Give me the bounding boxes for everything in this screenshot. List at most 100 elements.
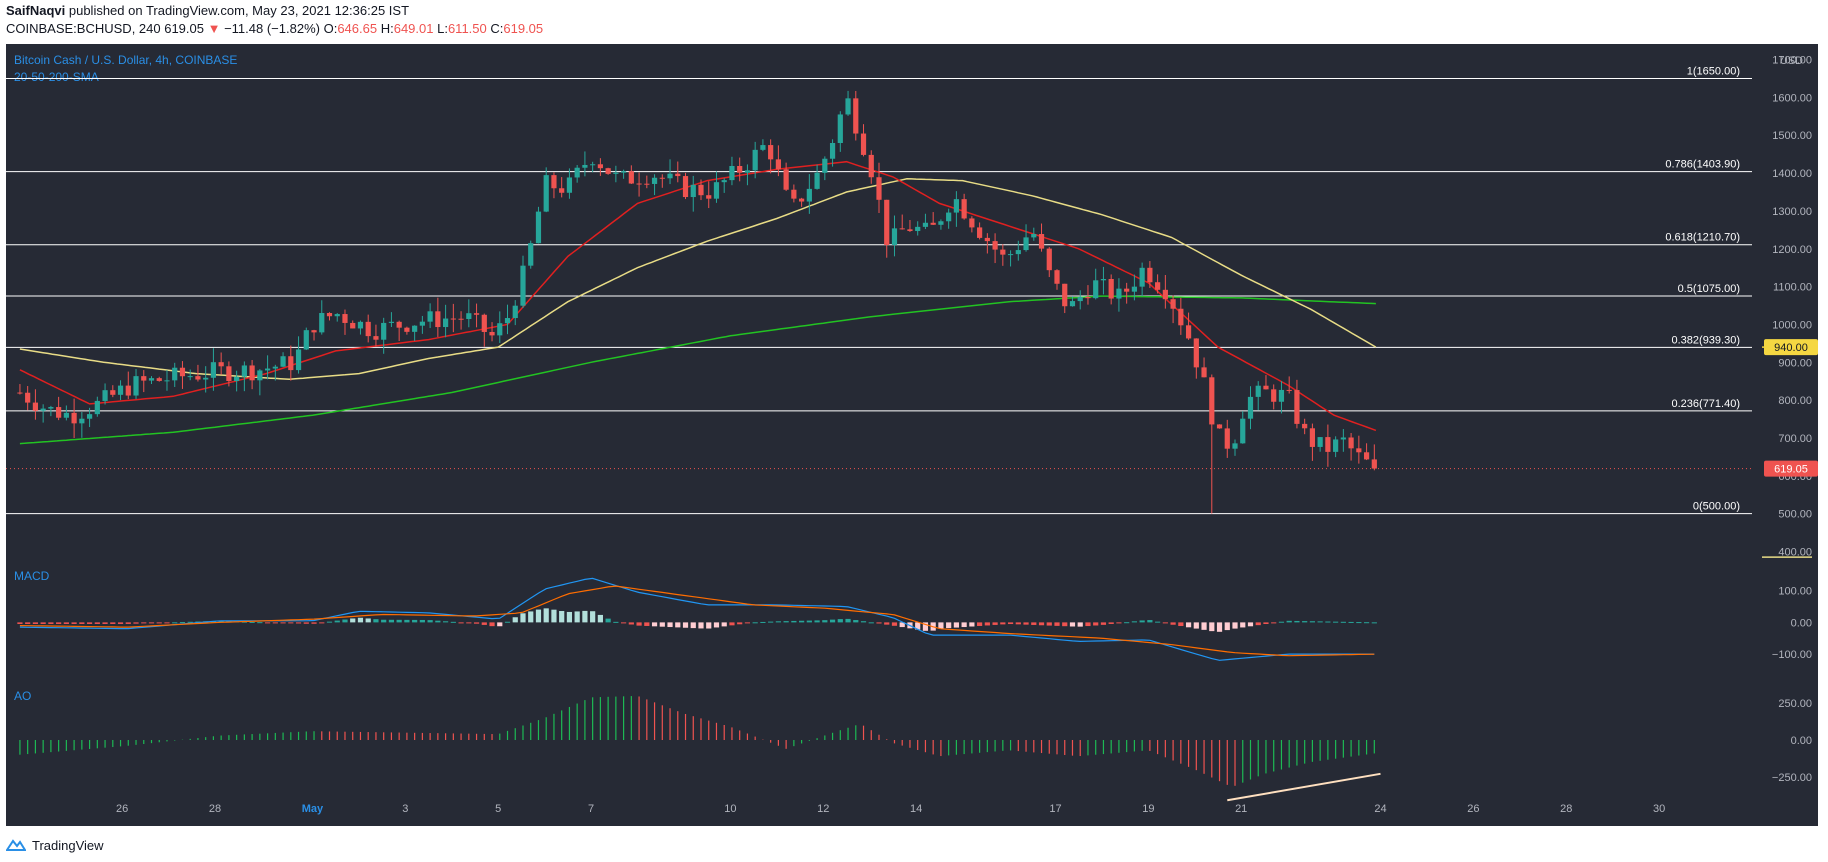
- macd-histogram-bar: [1309, 621, 1316, 623]
- candle-body: [551, 175, 557, 189]
- macd-histogram-bar: [125, 622, 131, 624]
- candle-body: [1363, 452, 1370, 460]
- candle-body: [768, 145, 774, 160]
- candle-body: [984, 237, 990, 242]
- candle-body: [628, 171, 634, 184]
- candle-body: [605, 168, 611, 174]
- candle-body: [690, 184, 696, 198]
- candle-body: [71, 412, 77, 424]
- time-tick-label: May: [302, 803, 324, 815]
- fib-label: 0.5(1075.00): [1678, 283, 1740, 295]
- fib-label: 0.236(771.40): [1672, 398, 1741, 410]
- macd-histogram-bar: [396, 619, 402, 623]
- macd-histogram-bar: [1124, 622, 1130, 624]
- macd-histogram-bar: [264, 622, 271, 624]
- price-tick-label: 1200.00: [1772, 244, 1812, 256]
- candle-body: [1116, 288, 1122, 299]
- macd-histogram-bar: [295, 622, 302, 624]
- macd-histogram-bar: [1325, 621, 1331, 623]
- macd-histogram-bar: [1131, 621, 1137, 623]
- macd-histogram-bar: [1209, 622, 1215, 632]
- time-tick-label: 21: [1235, 803, 1247, 815]
- author-name[interactable]: SaifNaqvi: [6, 3, 66, 18]
- macd-histogram-bar: [1240, 622, 1246, 628]
- price-tick-label: 1100.00: [1773, 282, 1812, 294]
- time-tick-label: 30: [1653, 803, 1665, 815]
- macd-histogram-bar: [1000, 622, 1006, 625]
- candle-body: [241, 365, 247, 377]
- candle-body: [621, 171, 627, 173]
- candle-body: [644, 183, 650, 185]
- macd-histogram-bar: [667, 622, 673, 628]
- price-tick-label: 500.00: [1778, 509, 1812, 521]
- time-axis[interactable]: 26 28 May 3 5 7 10 12 14 17 19 21 24 26 28 30: [116, 803, 1665, 815]
- ao-pane: [19, 696, 1381, 802]
- macd-histogram-bar: [644, 622, 650, 626]
- ao-trendline: [1227, 772, 1381, 802]
- candle-body: [1224, 428, 1230, 449]
- macd-histogram-bar: [528, 611, 534, 623]
- macd-histogram-bar: [605, 618, 611, 623]
- candle-body: [597, 164, 603, 169]
- candle-body: [435, 311, 441, 328]
- time-tick-label: 7: [588, 803, 594, 815]
- candle-body: [822, 158, 828, 173]
- candle-body: [698, 184, 704, 196]
- macd-histogram-bar: [40, 622, 46, 624]
- macd-histogram-bar: [110, 622, 116, 624]
- candle-body: [559, 188, 565, 193]
- candle-body: [1162, 289, 1168, 300]
- symbol-line: COINBASE:BCHUSD, 240 619.05 ▼ −11.48 (−1…: [6, 20, 1406, 38]
- macd-histogram-bar: [1116, 622, 1122, 624]
- candle-body: [141, 376, 147, 381]
- macd-histogram-bar: [1023, 622, 1029, 625]
- candle-body: [814, 172, 820, 189]
- macd-histogram-bar: [79, 622, 85, 624]
- candle-body: [1333, 439, 1339, 452]
- candle-body: [412, 325, 418, 332]
- candle-body: [1131, 286, 1137, 292]
- candle-body: [961, 199, 967, 219]
- candle-body: [56, 407, 62, 418]
- macd-histogram-bar: [876, 622, 882, 624]
- candle-body: [17, 392, 23, 394]
- macd-histogram-bar: [481, 622, 487, 625]
- macd-histogram-bar: [1108, 622, 1114, 624]
- low-label: L:: [437, 21, 448, 36]
- chart-background: [6, 44, 1818, 826]
- candle-body: [350, 322, 356, 329]
- price-tick-label: 1000.00: [1772, 319, 1812, 331]
- candle-body: [729, 165, 735, 181]
- macd-histogram-bar: [412, 619, 418, 623]
- price-tick-label: 1600.00: [1772, 92, 1812, 104]
- candle-body: [543, 175, 549, 212]
- candle-body: [845, 98, 851, 115]
- candle-body: [760, 145, 766, 150]
- price-tick-label: 800.00: [1778, 395, 1812, 407]
- macd-histogram-bar: [141, 622, 147, 624]
- candle-body: [48, 407, 54, 409]
- publish-line: SaifNaqvi published on TradingView.com, …: [6, 2, 1406, 20]
- macd-histogram-bar: [1038, 622, 1045, 626]
- macd-histogram-bar: [71, 622, 77, 624]
- time-tick-label: 26: [116, 803, 128, 815]
- macd-histogram-bar: [17, 622, 23, 624]
- macd-histogram-bar: [1263, 622, 1269, 625]
- candle-body: [791, 189, 797, 199]
- publish-info: published on TradingView.com, May 23, 20…: [65, 3, 410, 18]
- candle-body: [860, 133, 867, 155]
- macd-histogram-bar: [1271, 622, 1277, 624]
- candle-body: [1348, 437, 1354, 449]
- macd-histogram-bar: [860, 621, 867, 623]
- price-axis[interactable]: 1700.00 1600.00 1500.00 1400.00 1300.00 1200.…: [1762, 55, 1818, 784]
- open-value: 646.65: [337, 21, 378, 36]
- macd-histogram-bar: [1340, 621, 1346, 623]
- candle-body: [1124, 288, 1130, 292]
- candle-body: [899, 228, 905, 230]
- ao-tick-label: 0.00: [1791, 735, 1812, 747]
- candle-body: [32, 402, 39, 411]
- current-price-tag: [1764, 460, 1818, 477]
- candles: [17, 90, 1377, 514]
- macd-histogram-bar: [1015, 622, 1021, 625]
